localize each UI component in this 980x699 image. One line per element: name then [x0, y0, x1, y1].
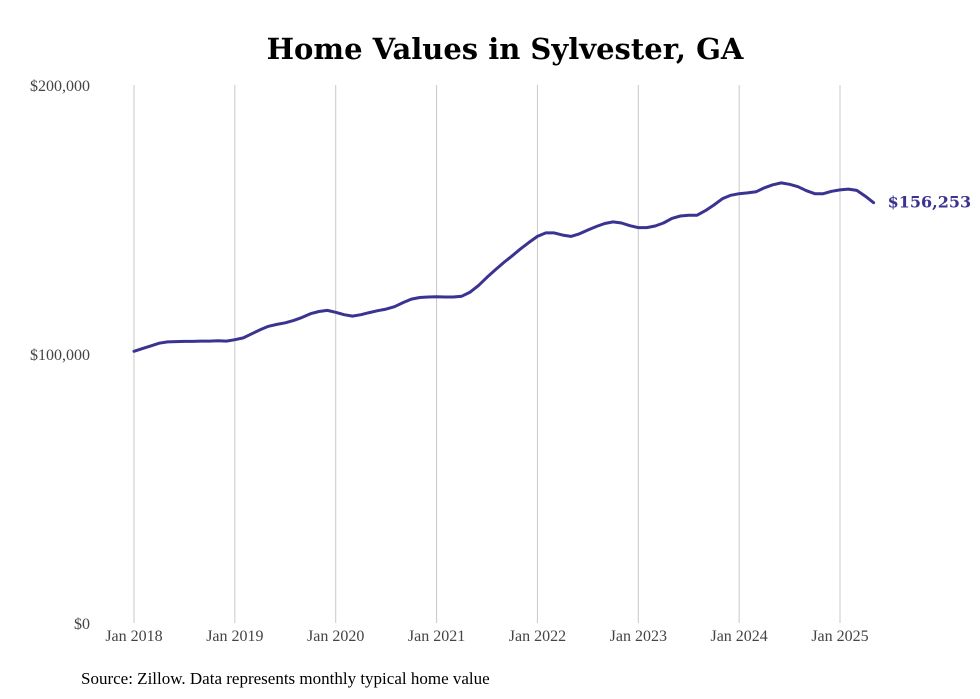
x-axis-tick-labels: Jan 2018 Jan 2019 Jan 2020 Jan 2021 Jan 2022… — [105, 628, 868, 645]
y-tick-label-1: $100,000 — [30, 347, 90, 364]
source-note: Source: Zillow. Data represents monthly … — [81, 669, 490, 688]
x-tick-label-0: Jan 2018 — [105, 628, 162, 645]
y-axis-tick-labels: $0 $100,000 $200,000 — [30, 78, 90, 633]
x-tick-label-1: Jan 2019 — [206, 628, 263, 645]
y-tick-label-0: $0 — [74, 616, 90, 633]
x-tick-label-5: Jan 2023 — [610, 628, 667, 645]
x-tick-label-3: Jan 2021 — [408, 628, 465, 645]
series-line-0 — [132, 181, 876, 353]
x-tick-label-2: Jan 2020 — [307, 628, 364, 645]
end-value-label: $156,253 — [888, 193, 972, 212]
series-layer — [132, 181, 876, 353]
x-tick-label-7: Jan 2025 — [811, 628, 868, 645]
x-tick-label-4: Jan 2022 — [509, 628, 566, 645]
vertical-gridlines — [133, 85, 841, 623]
x-tick-label-6: Jan 2024 — [710, 628, 767, 645]
y-tick-label-2: $200,000 — [30, 78, 90, 95]
chart-title: Home Values in Sylvester, GA — [267, 32, 744, 66]
